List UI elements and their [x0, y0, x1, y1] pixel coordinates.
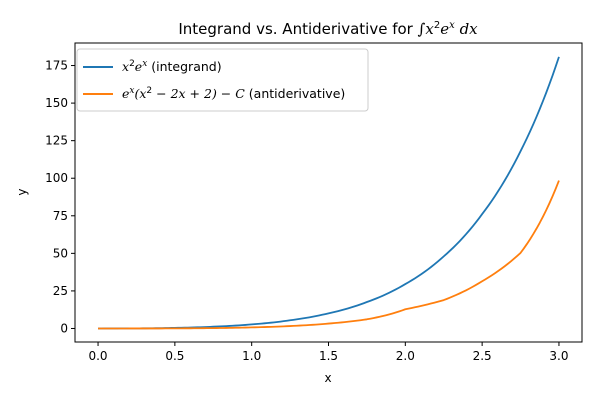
x-tick-label: 0.5 — [165, 349, 184, 363]
legend-integrand-x: x — [122, 59, 129, 74]
y-tick-label: 175 — [45, 59, 68, 73]
legend-integrand-sup: 2 — [129, 59, 135, 69]
chart-title-integral: ∫ — [418, 20, 426, 38]
x-tick-label: 0.0 — [88, 349, 107, 363]
y-tick-label: 25 — [53, 284, 68, 298]
y-tick-label: 150 — [45, 96, 68, 110]
legend-integrand-sup2: x — [142, 59, 147, 69]
x-tick-label: 1.5 — [319, 349, 338, 363]
plot-area: 0.0 0.5 1.0 1.5 2.0 2.5 3.0 0 25 50 75 100 125 150 175 — [45, 42, 583, 363]
y-tick-label: 0 — [60, 321, 68, 335]
y-tick-label: 50 — [53, 246, 68, 260]
chart-title-prefix: Integrand vs. Antiderivative for — [178, 20, 417, 38]
x-tick-label: 2.0 — [396, 349, 415, 363]
chart-title-body2: e — [440, 20, 449, 38]
chart-title: Integrand vs. Antiderivative for ∫x2ex d… — [178, 20, 478, 38]
legend-integrand-tail: (integrand) — [147, 59, 221, 74]
legend-anti-sup2: 2 — [146, 86, 152, 96]
series-line-1 — [98, 180, 560, 330]
y-tick-label: 75 — [53, 209, 68, 223]
y-tick-label: 125 — [45, 134, 68, 148]
x-tick-label: 2.5 — [473, 349, 492, 363]
x-tick-label: 1.0 — [242, 349, 261, 363]
legend-integrand-e: e — [135, 59, 142, 74]
y-axis-label: y — [15, 188, 29, 195]
legend-anti-tail: (antiderivative) — [245, 86, 345, 101]
chart-title-body: x — [425, 20, 434, 38]
legend-anti-e: e — [122, 86, 129, 101]
x-axis-label: x — [324, 371, 331, 385]
x-tick-label: 3.0 — [549, 349, 568, 363]
legend-anti-sup: x — [129, 86, 134, 96]
legend: x2ex (integrand) ex(x2 − 2x + 2) − C (an… — [76, 48, 369, 112]
legend-label-integrand: x2ex (integrand) — [122, 59, 222, 74]
chart-title-sup2: x — [449, 20, 455, 31]
y-tick-label: 100 — [45, 171, 68, 185]
legend-label-antiderivative: ex(x2 − 2x + 2) − C (antiderivative) — [122, 86, 345, 101]
legend-anti-mid: (x — [134, 86, 146, 101]
legend-box — [76, 48, 369, 112]
chart-title-sup: 2 — [434, 20, 440, 31]
chart-title-suffix: dx — [455, 20, 478, 38]
legend-anti-mid2: − 2x + 2) − C — [152, 86, 245, 101]
